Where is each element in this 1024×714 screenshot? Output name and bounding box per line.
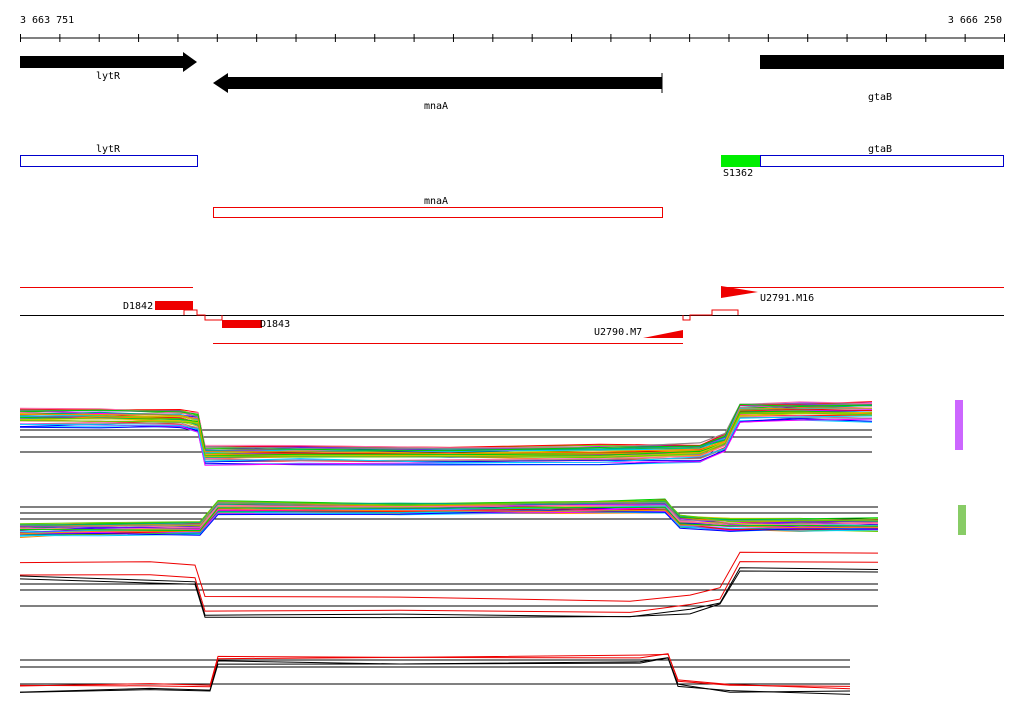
profile-line <box>19 415 873 464</box>
profile-line <box>19 653 851 690</box>
profile-line <box>19 561 879 613</box>
profile-line <box>19 501 879 526</box>
ruler-start: 3 663 751 <box>20 15 74 26</box>
annotation-box <box>20 155 198 167</box>
profile-line <box>19 411 873 458</box>
profile-line <box>19 508 879 535</box>
gene-label: gtaB <box>868 92 892 103</box>
legend-swatch <box>958 505 966 535</box>
segment-label: D1843 <box>260 319 290 330</box>
segment-label: U2791.M16 <box>760 293 814 304</box>
annotation-label: lytR <box>96 144 121 155</box>
gene-arrow <box>20 52 197 72</box>
annotation-box <box>213 207 663 218</box>
gene-arrow <box>213 73 662 93</box>
profile-line <box>19 416 873 462</box>
annotation-box <box>760 155 1004 167</box>
gene-label: lytR <box>96 71 121 82</box>
expression-profiles <box>19 400 966 695</box>
profile-line <box>19 567 879 618</box>
profile-line <box>19 510 879 536</box>
profile-line <box>19 410 873 457</box>
gene-arrow <box>760 55 1004 69</box>
gene-label: mnaA <box>424 101 448 112</box>
profile-line <box>19 419 873 466</box>
annotation-label: mnaA <box>424 196 448 207</box>
segment-label: D1842 <box>123 301 153 312</box>
profile-line <box>19 653 851 687</box>
profile-line <box>19 506 879 532</box>
profile-line <box>19 500 879 525</box>
profile-line <box>19 570 879 619</box>
legend-swatch <box>955 400 963 450</box>
profile-line <box>19 403 873 452</box>
profile-line <box>19 657 851 693</box>
profile-line <box>19 657 851 695</box>
annotation-label: gtaB <box>868 144 892 155</box>
segment-block <box>222 320 262 328</box>
annotation-box <box>721 155 760 167</box>
profile-line <box>19 551 879 602</box>
segment-step <box>682 309 739 321</box>
profile-line <box>19 418 873 466</box>
profile-line <box>19 412 873 459</box>
segment-block <box>155 301 193 310</box>
annotation-label: S1362 <box>723 168 753 179</box>
profile-line <box>19 408 873 454</box>
ruler-end: 3 666 250 <box>948 15 1002 26</box>
ruler-ticks <box>20 34 1005 42</box>
segment-marker <box>643 330 683 338</box>
profile-line <box>19 407 873 455</box>
segment-marker <box>721 286 758 298</box>
segment-label: U2790.M7 <box>594 327 642 338</box>
